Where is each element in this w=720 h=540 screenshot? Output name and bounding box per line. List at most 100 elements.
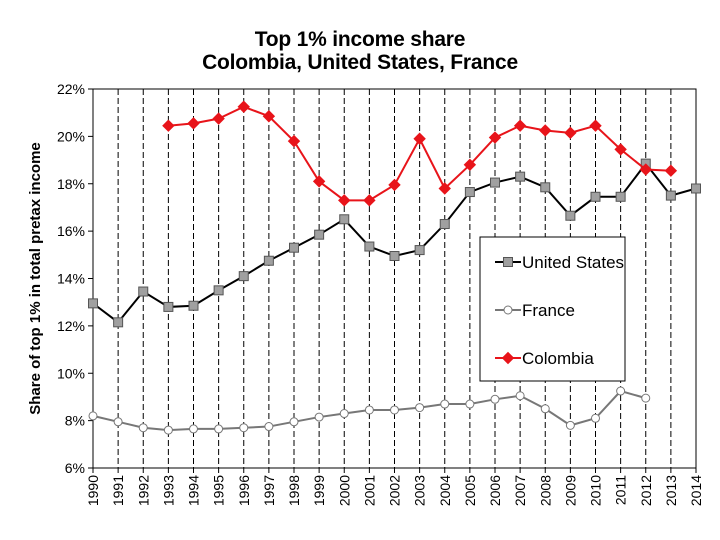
data-point-united-states <box>364 241 375 252</box>
data-point-colombia <box>488 131 502 144</box>
data-point-france <box>289 417 299 427</box>
data-point-france <box>565 420 575 430</box>
data-point-colombia <box>589 119 602 132</box>
series-france <box>88 386 651 435</box>
data-point-united-states <box>263 255 274 266</box>
legend-item-colombia: Colombia <box>495 349 594 368</box>
data-point-france <box>540 404 550 414</box>
x-tick-label: 1992 <box>135 475 151 506</box>
series-colombia <box>162 100 678 207</box>
y-tick-label: 8% <box>65 413 85 429</box>
data-point-france <box>214 424 224 434</box>
x-tick-label: 2000 <box>336 475 352 506</box>
legend-item-france: France <box>495 301 575 320</box>
data-point-colombia <box>262 110 276 123</box>
data-point-united-states <box>540 182 551 193</box>
data-point-united-states <box>138 286 149 297</box>
data-point-colombia <box>539 124 552 137</box>
x-tick-label: 2009 <box>562 475 578 506</box>
legend-label: Colombia <box>522 349 594 368</box>
legend-label: France <box>522 301 575 320</box>
data-point-france <box>415 403 425 413</box>
data-point-france <box>591 413 600 423</box>
chart-title: Top 1% income share <box>254 28 466 51</box>
data-point-united-states <box>339 214 350 225</box>
data-point-colombia <box>162 119 175 132</box>
data-point-colombia <box>237 100 250 113</box>
data-point-colombia <box>463 158 477 172</box>
y-tick-label: 10% <box>57 365 85 381</box>
data-point-colombia <box>413 132 426 145</box>
data-point-france <box>239 423 249 433</box>
data-point-united-states <box>163 301 174 312</box>
x-axis: 1990 1991 1992 1993 1994 1995 1996 1997 1998 1999… <box>85 468 704 506</box>
data-point-france <box>390 405 399 415</box>
data-point-united-states <box>665 190 676 201</box>
data-point-colombia <box>187 117 200 130</box>
data-point-united-states <box>314 229 325 240</box>
data-point-colombia <box>664 164 678 177</box>
x-tick-label: 1990 <box>85 475 101 506</box>
y-tick-label: 20% <box>57 128 85 144</box>
data-point-united-states <box>289 242 299 253</box>
x-tick-label: 2012 <box>638 475 654 506</box>
data-point-france <box>364 405 374 415</box>
data-point-colombia <box>363 194 376 207</box>
data-point-france <box>163 425 173 435</box>
data-point-united-states <box>238 271 249 282</box>
data-point-france <box>465 399 475 409</box>
data-point-united-states <box>615 191 626 202</box>
data-point-united-states <box>691 183 701 194</box>
data-point-france <box>616 386 626 396</box>
data-point-colombia <box>614 143 627 156</box>
data-point-united-states <box>389 250 400 261</box>
x-tick-label: 2007 <box>512 475 528 506</box>
x-tick-label: 2004 <box>437 475 453 506</box>
data-point-colombia <box>639 163 652 176</box>
y-tick-label: 22% <box>57 81 85 97</box>
x-tick-label: 2002 <box>387 475 403 506</box>
data-point-united-states <box>88 298 98 309</box>
legend-swatch-marker <box>503 257 513 267</box>
data-point-france <box>113 417 123 427</box>
data-point-colombia <box>338 194 351 207</box>
x-tick-label: 1993 <box>160 475 176 506</box>
x-tick-label: 2010 <box>588 475 604 506</box>
x-tick-label: 2011 <box>613 475 629 505</box>
data-point-united-states <box>213 285 224 296</box>
data-point-united-states <box>590 191 601 202</box>
data-point-united-states <box>464 187 475 198</box>
chart-subtitle: Colombia, United States, France <box>202 51 518 74</box>
y-tick-label: 18% <box>57 176 85 192</box>
y-axis: 6% 8% 10% 12% 14% 16% 18% 20% 22% <box>57 81 93 476</box>
data-point-united-states <box>113 317 124 328</box>
y-tick-label: 14% <box>57 271 85 287</box>
x-tick-label: 2006 <box>487 475 503 506</box>
data-point-colombia <box>287 134 301 148</box>
data-point-united-states <box>490 177 500 188</box>
x-tick-label: 2005 <box>462 475 478 506</box>
data-point-france <box>88 411 98 421</box>
data-point-united-states <box>414 245 425 256</box>
data-point-france <box>339 409 349 419</box>
legend-item-united-states: United States <box>495 253 624 272</box>
y-axis-label: Share of top 1% in total pretax income <box>27 142 44 415</box>
legend-label: United States <box>522 253 624 272</box>
data-point-france <box>641 393 651 403</box>
y-tick-label: 6% <box>65 460 85 476</box>
data-point-colombia <box>312 175 326 188</box>
x-tick-label: 2001 <box>361 475 377 506</box>
y-tick-label: 12% <box>57 318 85 334</box>
data-point-colombia <box>564 126 577 140</box>
data-point-united-states <box>188 300 199 311</box>
x-tick-label: 1991 <box>110 475 126 506</box>
data-point-france <box>264 422 274 432</box>
y-tick-label: 16% <box>57 223 85 239</box>
x-tick-label: 2013 <box>663 475 679 506</box>
data-point-colombia <box>388 178 401 192</box>
legend-swatch-marker <box>503 305 513 315</box>
x-tick-label: 2008 <box>537 475 553 506</box>
x-tick-label: 1997 <box>261 475 277 506</box>
data-point-united-states <box>439 219 450 230</box>
